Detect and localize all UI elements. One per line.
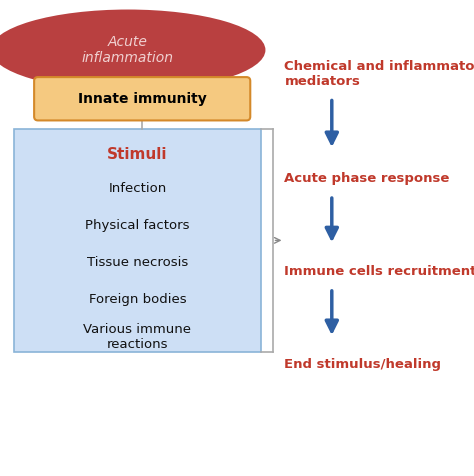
Text: Acute phase response: Acute phase response [284,172,450,185]
Text: Innate immunity: Innate immunity [78,92,207,106]
Text: Foreign bodies: Foreign bodies [89,293,186,306]
Text: Tissue necrosis: Tissue necrosis [87,256,188,269]
Text: End stimulus/healing: End stimulus/healing [284,357,441,371]
Ellipse shape [0,10,265,90]
Text: Acute
inflammation: Acute inflammation [82,35,174,65]
Text: Infection: Infection [109,181,166,195]
Text: Immune cells recruitment: Immune cells recruitment [284,265,474,278]
Text: Various immune
reactions: Various immune reactions [83,323,191,350]
Text: Chemical and inflammatory
mediators: Chemical and inflammatory mediators [284,60,474,88]
FancyBboxPatch shape [14,129,261,352]
Text: Physical factors: Physical factors [85,218,190,232]
FancyBboxPatch shape [34,77,250,120]
Text: Stimuli: Stimuli [107,147,168,162]
